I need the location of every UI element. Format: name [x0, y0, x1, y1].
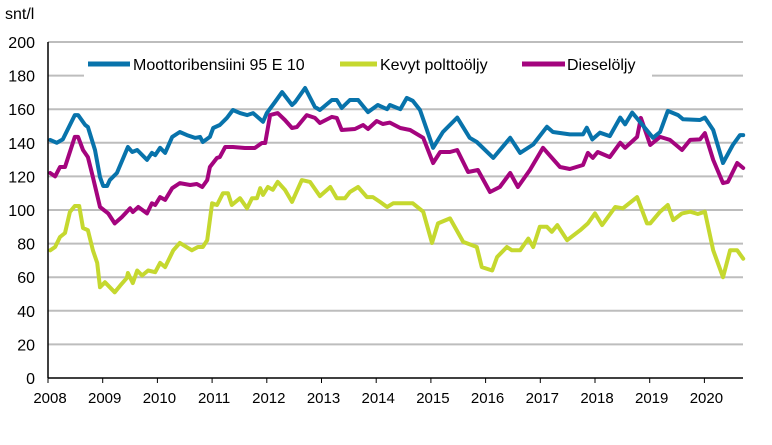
x-tick-label: 2013	[307, 390, 340, 407]
y-tick-label: 160	[8, 102, 35, 119]
series-line-petrol	[48, 86, 746, 188]
series-lines	[48, 86, 746, 295]
legend-label-diesel: Dieselöljy	[567, 57, 635, 74]
series-line-light-fuel-oil	[48, 178, 746, 295]
x-tick-label: 2020	[690, 390, 723, 407]
x-tick-label: 2018	[580, 390, 613, 407]
y-axis-label: snt/l	[5, 6, 34, 23]
y-tick-label: 40	[17, 304, 35, 321]
x-tick-label: 2012	[252, 390, 285, 407]
x-tick-label: 2016	[471, 390, 504, 407]
series-line-diesel	[48, 111, 746, 226]
y-tick-label: 0	[26, 371, 35, 388]
legend-label-petrol: Moottoribensiini 95 E 10	[133, 57, 305, 74]
x-tick-label: 2011	[198, 390, 230, 407]
x-tick-label: 2015	[416, 390, 449, 407]
x-tick-label: 2014	[362, 390, 395, 407]
y-tick-label: 120	[8, 169, 35, 186]
y-tick-label: 180	[8, 69, 35, 86]
x-tick-label: 2017	[526, 390, 559, 407]
y-tick-label: 60	[17, 270, 35, 287]
x-tick-label: 2008	[33, 390, 66, 407]
x-tick-label: 2010	[143, 390, 176, 407]
axes: 0 20 40 60 80 100 120 140 160 180 200 2008 2009 2010 2…	[8, 35, 743, 407]
x-tick-label: 2009	[88, 390, 121, 407]
legend: Moottoribensiini 95 E 10 Kevyt polttoölj…	[84, 50, 652, 78]
gridlines	[48, 41, 743, 346]
y-tick-label: 200	[8, 35, 35, 52]
y-tick-label: 140	[8, 136, 35, 153]
y-tick-label: 20	[17, 337, 35, 354]
x-tick-label: 2019	[635, 390, 668, 407]
y-tick-label: 100	[8, 203, 35, 220]
y-tick-label: 80	[17, 237, 35, 254]
legend-label-light-fuel-oil: Kevyt polttoöljy	[380, 57, 488, 74]
